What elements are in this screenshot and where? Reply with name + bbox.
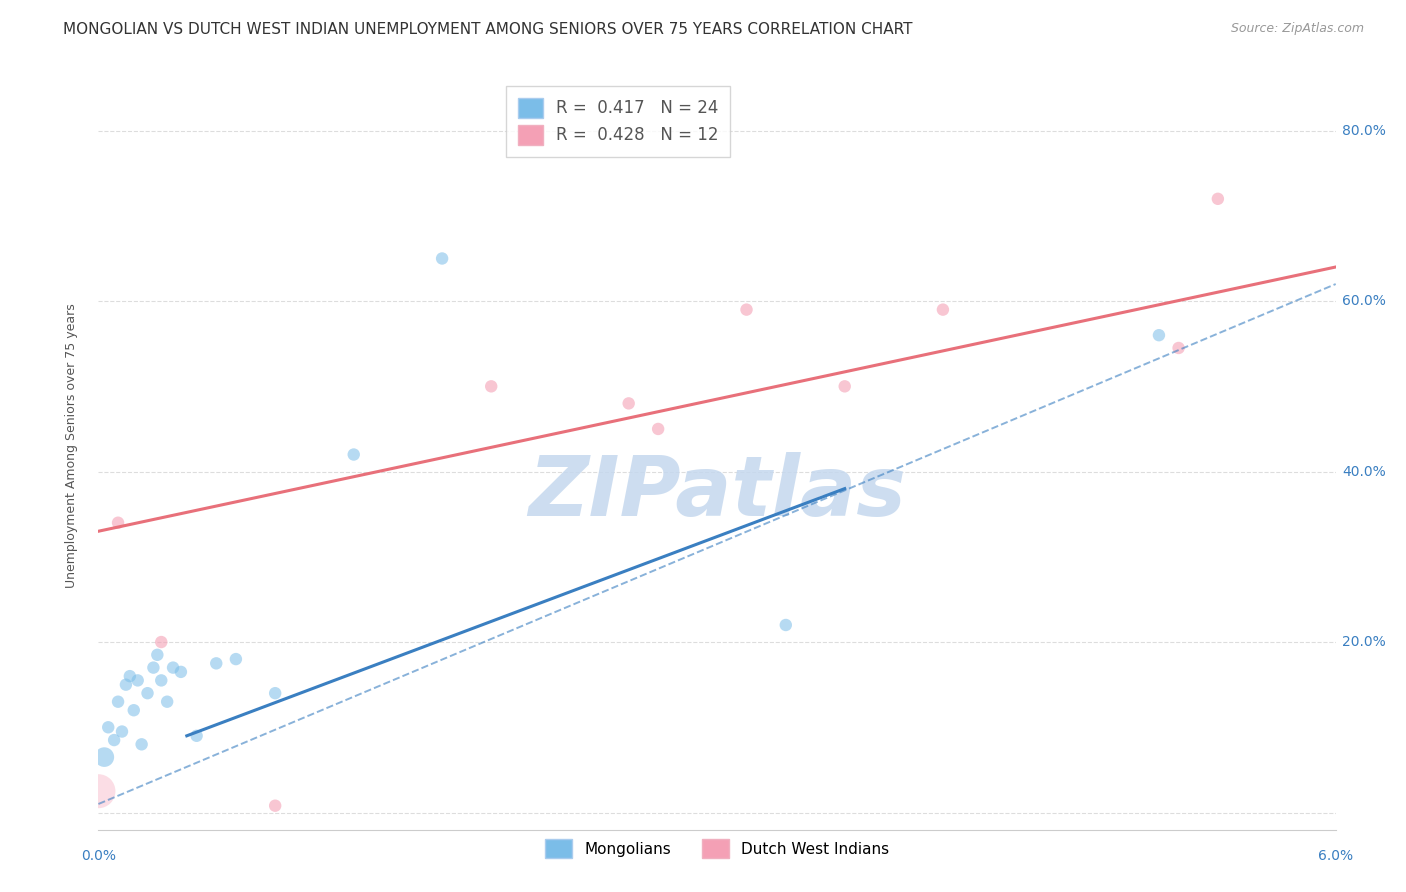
Point — [127, 673, 149, 688]
Text: ZIPatlas: ZIPatlas — [529, 451, 905, 533]
Point — [150, 673, 173, 688]
Text: 20.0%: 20.0% — [1341, 635, 1386, 649]
Point — [118, 669, 141, 683]
Point — [107, 695, 129, 709]
Y-axis label: Unemployment Among Seniors over 75 years: Unemployment Among Seniors over 75 years — [65, 303, 77, 589]
Point — [343, 448, 366, 462]
Point — [156, 695, 179, 709]
Point — [834, 379, 856, 393]
Point — [775, 618, 797, 632]
Point — [617, 396, 640, 410]
Point — [131, 737, 153, 751]
Point — [647, 422, 669, 436]
Point — [205, 657, 228, 671]
Point — [1206, 192, 1229, 206]
Text: 60.0%: 60.0% — [1341, 294, 1386, 308]
Point — [150, 635, 173, 649]
Point — [136, 686, 159, 700]
Text: 40.0%: 40.0% — [1341, 465, 1386, 479]
Point — [225, 652, 247, 666]
Point — [162, 660, 184, 674]
Point — [122, 703, 145, 717]
Point — [735, 302, 758, 317]
Point — [1167, 341, 1189, 355]
Point — [142, 660, 165, 674]
Point — [87, 784, 110, 798]
Point — [479, 379, 502, 393]
Point — [146, 648, 169, 662]
Point — [1147, 328, 1170, 343]
Point — [103, 733, 125, 747]
Text: 0.0%: 0.0% — [82, 849, 115, 863]
Legend: Mongolians, Dutch West Indians: Mongolians, Dutch West Indians — [538, 833, 896, 864]
Point — [107, 516, 129, 530]
Point — [264, 686, 287, 700]
Point — [170, 665, 193, 679]
Point — [93, 750, 115, 764]
Point — [186, 729, 208, 743]
Text: 80.0%: 80.0% — [1341, 124, 1386, 137]
Point — [97, 720, 120, 734]
Point — [264, 798, 287, 813]
Point — [430, 252, 453, 266]
Text: Source: ZipAtlas.com: Source: ZipAtlas.com — [1230, 22, 1364, 36]
Point — [111, 724, 134, 739]
Point — [115, 678, 138, 692]
Text: 6.0%: 6.0% — [1319, 849, 1353, 863]
Text: MONGOLIAN VS DUTCH WEST INDIAN UNEMPLOYMENT AMONG SENIORS OVER 75 YEARS CORRELAT: MONGOLIAN VS DUTCH WEST INDIAN UNEMPLOYM… — [63, 22, 912, 37]
Point — [932, 302, 955, 317]
